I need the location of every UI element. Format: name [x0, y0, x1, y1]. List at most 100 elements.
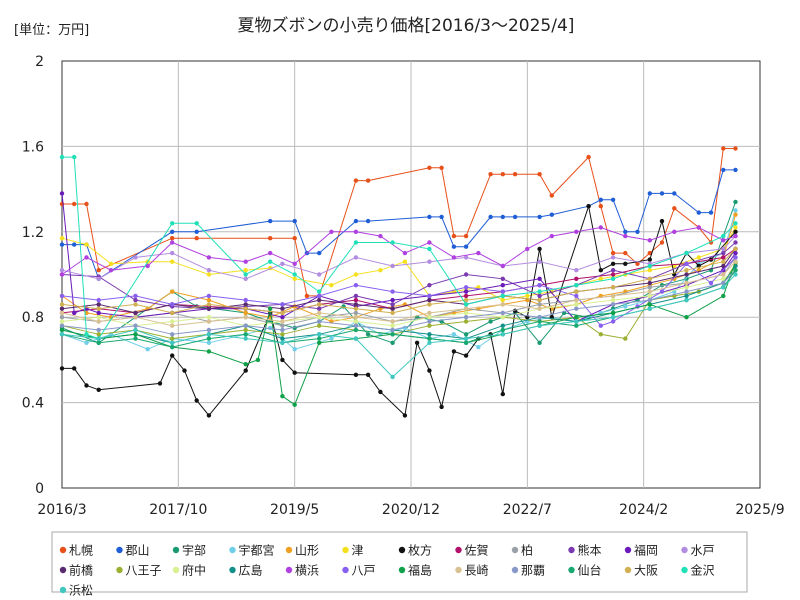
data-point — [402, 250, 408, 256]
data-point — [292, 218, 297, 224]
data-point — [512, 172, 518, 177]
data-point — [537, 283, 542, 288]
data-point — [133, 336, 138, 341]
legend-item: 八王子 — [116, 564, 162, 578]
data-point — [170, 340, 175, 345]
data-point — [317, 289, 322, 294]
data-point — [500, 302, 505, 307]
data-point — [721, 255, 726, 260]
data-point — [280, 336, 285, 341]
data-point — [157, 381, 163, 386]
data-point — [684, 280, 689, 286]
data-point — [427, 214, 432, 220]
data-point — [84, 255, 89, 260]
data-point — [280, 357, 285, 363]
legend-item: 宇都宮 — [229, 543, 275, 558]
data-point — [170, 229, 175, 234]
data-point — [574, 293, 579, 299]
data-point — [72, 310, 77, 316]
data-point — [317, 250, 322, 256]
data-point — [59, 315, 65, 320]
data-point — [733, 255, 738, 260]
data-point — [500, 297, 505, 303]
data-point — [500, 214, 505, 220]
data-point — [463, 306, 469, 311]
data-point — [365, 372, 371, 377]
data-point — [280, 306, 285, 311]
data-point — [500, 315, 505, 320]
data-point — [500, 289, 505, 294]
data-point — [427, 336, 432, 341]
data-point — [133, 293, 138, 299]
data-point — [390, 374, 395, 380]
legend-item: 仙台 — [568, 563, 602, 578]
data-point — [598, 323, 603, 328]
data-point — [451, 244, 457, 249]
legend-label: 福岡 — [634, 543, 658, 558]
data-point — [708, 210, 714, 215]
data-point — [206, 302, 212, 307]
data-point — [500, 327, 505, 333]
data-point — [659, 289, 665, 294]
series-line — [61, 235, 736, 280]
data-point — [365, 218, 371, 224]
data-point — [476, 250, 481, 256]
data-point — [733, 225, 738, 230]
data-point — [549, 233, 554, 239]
data-point — [292, 347, 297, 352]
series-那覇 — [59, 268, 738, 337]
data-point — [647, 238, 652, 243]
legend-item: 枚方 — [398, 543, 432, 558]
data-point — [353, 372, 359, 377]
data-point — [451, 255, 457, 260]
legend-marker — [172, 546, 180, 554]
legend-item: 大阪 — [624, 564, 658, 578]
y-tick-label: 0.4 — [22, 396, 44, 412]
data-point — [574, 289, 579, 294]
data-point — [170, 353, 175, 358]
data-point — [353, 302, 359, 307]
data-point — [353, 272, 359, 277]
data-point — [733, 246, 738, 252]
legend-marker — [455, 546, 462, 554]
data-point — [206, 255, 212, 260]
data-point — [427, 246, 432, 252]
data-point — [59, 306, 65, 311]
data-point — [696, 210, 701, 215]
data-point — [59, 236, 65, 241]
data-point — [439, 404, 444, 410]
series-line — [61, 193, 736, 323]
data-point — [292, 236, 297, 241]
data-point — [243, 336, 248, 341]
data-point — [317, 319, 322, 324]
data-point — [59, 242, 65, 247]
chart-title: 夏物ズボンの小売り価格[2016/3～2025/4] — [238, 16, 575, 36]
y-tick-label: 1.2 — [22, 225, 44, 241]
legend-marker — [568, 566, 575, 574]
legend-item: 広島 — [229, 563, 263, 578]
legend-marker — [681, 546, 688, 554]
data-point — [463, 272, 469, 277]
data-point — [292, 261, 297, 266]
data-point — [59, 293, 65, 299]
data-point — [733, 229, 738, 234]
data-point — [59, 366, 65, 371]
data-point — [733, 268, 738, 273]
data-point — [96, 327, 101, 333]
data-point — [133, 327, 138, 333]
legend-label: 山形 — [295, 544, 319, 558]
data-point — [268, 259, 273, 264]
data-point — [512, 214, 518, 220]
data-point — [537, 340, 542, 345]
data-point — [610, 293, 616, 299]
data-point — [610, 285, 616, 290]
data-point — [353, 178, 359, 183]
data-point — [574, 315, 579, 320]
legend-marker — [172, 566, 180, 574]
data-point — [280, 340, 285, 345]
data-point — [353, 229, 359, 234]
data-point — [463, 244, 469, 249]
data-point — [721, 293, 726, 299]
legend-item: 熊本 — [568, 543, 602, 558]
data-point — [378, 268, 383, 273]
